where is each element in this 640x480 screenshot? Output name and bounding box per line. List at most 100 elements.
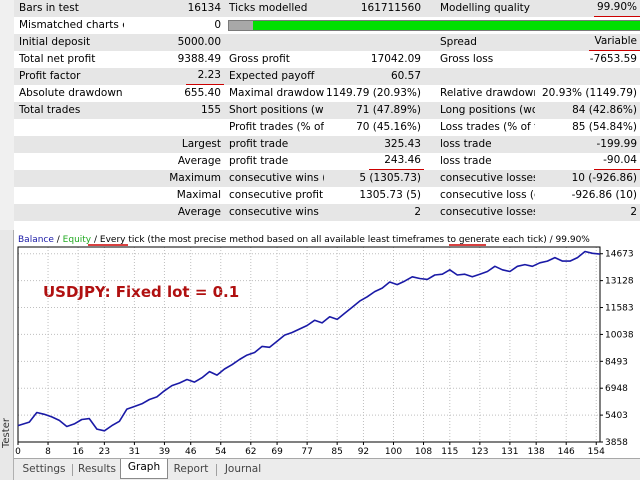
x-tick-label: 138: [528, 447, 545, 457]
report-cell: -199.99: [596, 138, 637, 150]
report-cell: Maximal drawdown: [229, 87, 324, 99]
chart-grid: [17, 247, 600, 443]
legend-separator: /: [547, 235, 556, 245]
x-tick-label: 62: [245, 447, 256, 457]
tab-settings[interactable]: Settings: [22, 463, 66, 475]
report-cell: -7653.59: [589, 53, 637, 65]
report-cell: 20.93% (1149.79): [542, 87, 637, 99]
report-cell: Gross profit: [229, 53, 290, 65]
balance-chart-panel: Balance / Equity / Every tick (the most …: [14, 230, 640, 458]
legend-quality: 99.90%: [556, 235, 591, 245]
report-cell: Spread: [440, 36, 477, 48]
x-tick-label: 100: [385, 447, 402, 457]
report-cell: Profit factor: [19, 70, 81, 82]
chart-annotation: USDJPY: Fixed lot = 0.1: [43, 283, 239, 301]
legend-mode: Every tick: [100, 235, 145, 245]
x-tick-label: 77: [301, 447, 312, 457]
x-tick-label: 31: [129, 447, 140, 457]
x-tick-label: 123: [471, 447, 488, 457]
modelling-quality-bar-start: [229, 21, 253, 30]
x-tick-label: 146: [558, 447, 575, 457]
chart-legend: Balance / Equity / Every tick (the most …: [18, 235, 590, 245]
report-cell: consecutive wins (profit in money): [229, 172, 324, 184]
report-row-3: Total net profit 9388.49 Gross profit 17…: [14, 51, 640, 68]
y-tick-label: 11583: [605, 304, 634, 314]
legend-separator: /: [91, 235, 100, 245]
x-tick-label: 8: [45, 447, 51, 457]
balance-chart: Balance / Equity / Every tick (the most …: [15, 235, 634, 457]
x-axis: 0 8 16 23 31 39 46 54 62 69 77 85 92 100 108 115 123 131 1…: [15, 442, 605, 457]
legend-equity: Equity: [63, 235, 92, 245]
x-tick-label: 46: [185, 447, 197, 457]
report-cell: Ticks modelled: [229, 2, 308, 14]
x-tick-label: 85: [331, 447, 342, 457]
x-tick-label: 115: [441, 447, 458, 457]
x-tick-label: 0: [15, 447, 21, 457]
report-cell: 60.57: [390, 70, 421, 82]
report-cell: Bars in test: [19, 2, 79, 14]
report-cell: 243.46: [369, 153, 424, 170]
report-row-5: Absolute drawdown 655.40 Maximal drawdow…: [14, 85, 640, 102]
report-cell: 0: [214, 19, 221, 31]
y-axis: 3858 5403 6948 8493 10038 11583 13128 14673: [600, 250, 634, 448]
report-row-1: Mismatched charts errors 0: [14, 17, 640, 34]
y-tick-label: 10038: [605, 330, 634, 340]
report-cell: consecutive losses (loss in money): [440, 172, 535, 184]
report-row-0: Bars in test 16134 Ticks modelled 161711…: [14, 0, 640, 17]
y-tick-label: 5403: [605, 411, 628, 421]
report-row-8: Largest profit trade 325.43 loss trade -…: [14, 136, 640, 153]
report-cell: -926.86 (10): [571, 189, 637, 201]
report-cell: 10 (-926.86): [571, 172, 637, 184]
chart-series: [17, 250, 601, 432]
modelling-quality-bar: [228, 20, 640, 31]
y-tick-label: 6948: [605, 384, 628, 394]
report-cell: loss trade: [440, 138, 492, 150]
report-cell: 71 (47.89%): [356, 104, 421, 116]
report-cell: 325.43: [384, 138, 421, 150]
report-cell: profit trade: [229, 155, 289, 167]
x-tick-label: 54: [215, 447, 227, 457]
report-cell: Maximum: [169, 172, 221, 184]
report-cell: consecutive loss (count of losses): [440, 189, 535, 201]
tab-graph[interactable]: Graph: [120, 459, 168, 479]
report-cell: Profit trades (% of total): [229, 121, 324, 133]
legend-separator: /: [54, 235, 63, 245]
report-cell: 99.90%: [594, 0, 640, 17]
report-cell: 16134: [187, 2, 221, 14]
y-tick-label: 8493: [605, 357, 628, 367]
report-cell: Short positions (won %): [229, 104, 324, 116]
report-row-11: Maximal consecutive profit (count of win…: [14, 187, 640, 204]
report-cell: consecutive wins: [229, 206, 319, 218]
tab-results[interactable]: Results: [78, 463, 116, 475]
report-row-2: Initial deposit 5000.00 Spread Variable: [14, 34, 640, 51]
report-cell: Maximal: [176, 189, 221, 201]
report-cell: consecutive profit (count of wins): [229, 189, 324, 201]
report-cell: 1305.73 (5): [359, 189, 421, 201]
tab-journal[interactable]: Journal: [224, 463, 262, 475]
report-cell: 2.23: [186, 68, 224, 85]
y-tick-label: 13128: [605, 277, 634, 287]
report-cell: Largest: [181, 138, 221, 150]
tab-report[interactable]: Report: [173, 463, 209, 475]
report-row-10: Maximum consecutive wins (profit in mone…: [14, 170, 640, 187]
tester-side-tab[interactable]: [0, 230, 14, 480]
x-tick-label: 69: [271, 447, 283, 457]
report-cell: Absolute drawdown: [19, 87, 123, 99]
report-cell: 85 (54.84%): [572, 121, 637, 133]
report-table: Bars in test 16134 Ticks modelled 161711…: [14, 0, 640, 230]
tab-separator: [72, 464, 73, 476]
report-row-7: Profit trades (% of total) 70 (45.16%) L…: [14, 119, 640, 136]
report-cell: 161711560: [360, 2, 421, 14]
plot-frame: [17, 246, 601, 443]
report-cell: Loss trades (% of total): [440, 121, 535, 133]
series-line-balance: [17, 250, 601, 432]
legend-description: (the most precise method based on all av…: [145, 235, 547, 245]
report-cell: 2: [630, 206, 637, 218]
report-cell: Initial deposit: [19, 36, 91, 48]
x-tick-label: 131: [501, 447, 518, 457]
report-cell: Average: [177, 206, 221, 218]
report-row-4: Profit factor 2.23 Expected payoff 60.57: [14, 68, 640, 85]
report-cell: Mismatched charts errors: [19, 19, 124, 31]
x-tick-label: 92: [358, 447, 369, 457]
report-cell: 70 (45.16%): [356, 121, 421, 133]
